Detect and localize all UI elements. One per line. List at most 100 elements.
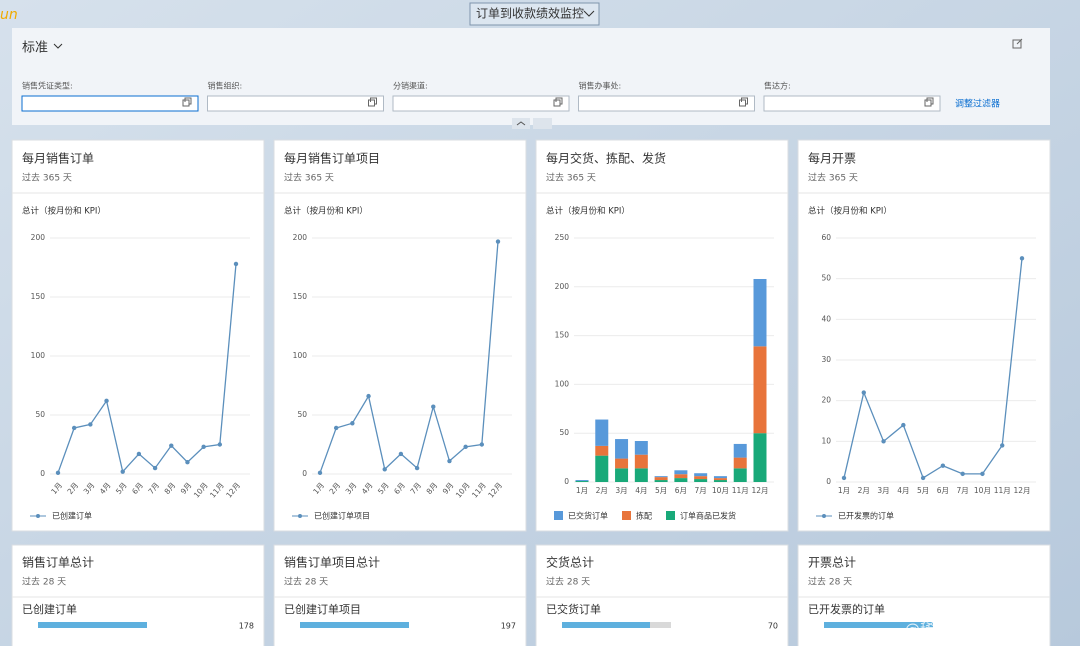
card-subtitle: 过去 365 天: [284, 172, 334, 184]
point: [136, 451, 142, 457]
x-tick-label: 6月: [675, 486, 687, 495]
point: [920, 475, 926, 481]
legend-marker: [298, 514, 302, 518]
tile-subtitle: 过去 28 天: [808, 576, 852, 588]
point: [55, 470, 61, 476]
bar-segment: [713, 478, 727, 481]
bar-segment: [634, 454, 648, 469]
point: [201, 444, 206, 450]
y-tick-label: 100: [555, 379, 570, 388]
point: [152, 465, 158, 471]
kpi-value: 70: [768, 622, 778, 631]
field-label: 售达方:: [764, 81, 791, 91]
chart-title: 总计（按月份和 KPI）: [284, 206, 368, 217]
chart-title: 总计（按月份和 KPI）: [22, 206, 106, 217]
point: [185, 460, 190, 465]
x-tick-label: 12月: [1013, 486, 1030, 495]
x-tick-label: 4月: [897, 486, 909, 495]
point: [104, 398, 109, 404]
card-title: 每月开票: [808, 151, 856, 166]
legend-marker: [36, 514, 40, 518]
point: [447, 458, 452, 464]
x-tick-label: 2月: [596, 486, 608, 495]
y-tick-label: 100: [31, 351, 46, 360]
collapse-button[interactable]: [512, 118, 530, 129]
tile-subtitle: 过去 28 天: [22, 576, 66, 588]
point: [366, 393, 371, 399]
x-tick-label: 2月: [858, 486, 870, 495]
pin-button[interactable]: [533, 118, 552, 129]
point: [317, 470, 323, 476]
card: [797, 139, 1051, 532]
input[interactable]: [207, 95, 384, 112]
input[interactable]: [21, 95, 199, 112]
share-icon[interactable]: [1012, 38, 1023, 49]
x-tick-label: 10月: [974, 486, 991, 495]
bar-segment: [733, 443, 747, 458]
tile-title: 销售订单项目总计: [284, 555, 380, 570]
x-tick-label: 4月: [635, 486, 647, 495]
point: [217, 442, 223, 447]
value-help-icon: [924, 97, 934, 107]
kpi-value: 178: [239, 622, 254, 631]
y-tick-label: 100: [293, 351, 308, 360]
y-tick-label: 50: [559, 428, 569, 437]
input[interactable]: [578, 95, 755, 112]
legend-swatch: [622, 511, 631, 520]
field-label: 分销渠道:: [393, 81, 428, 91]
field-label: 销售办事处:: [579, 81, 622, 91]
bar-segment: [575, 480, 589, 482]
y-tick-label: 50: [297, 410, 307, 419]
x-tick-label: 7月: [957, 486, 969, 495]
chart-title: 总计（按月份和 KPI）: [546, 206, 630, 217]
bar-segment: [674, 474, 688, 479]
legend-swatch: [666, 511, 675, 520]
point: [960, 471, 965, 477]
y-tick-label: 30: [821, 355, 831, 364]
point: [414, 465, 420, 471]
field-label: 销售凭证类型:: [22, 81, 73, 91]
progress-bar: [824, 622, 933, 628]
x-tick-label: 1月: [576, 486, 588, 495]
input[interactable]: [392, 95, 570, 112]
tile-title: 交货总计: [546, 555, 594, 570]
tile-subtitle: 过去 28 天: [284, 576, 328, 588]
point: [495, 239, 501, 244]
bar-segment: [694, 473, 708, 477]
tile-subtitle: 过去 28 天: [546, 576, 590, 588]
adjust-filters[interactable]: 调整过滤器: [955, 98, 1000, 110]
title-dropdown[interactable]: [469, 2, 600, 26]
x-tick-label: 5月: [917, 486, 929, 495]
point: [1019, 256, 1025, 261]
legend-swatch: [554, 511, 563, 520]
variant[interactable]: 标准: [22, 41, 48, 56]
legend-label: 已创建订单项目: [314, 511, 370, 521]
point: [940, 463, 946, 468]
chart-title: 总计（按月份和 KPI）: [808, 206, 892, 217]
kpi-label: 已创建订单: [22, 602, 77, 616]
bar-segment: [674, 470, 688, 475]
legend-label: 已创建订单: [52, 511, 92, 521]
y-tick-label: 0: [40, 469, 45, 478]
point: [169, 443, 174, 448]
point: [901, 422, 906, 428]
bar-segment: [595, 445, 609, 456]
legend-label: 已开发票的订单: [838, 511, 894, 521]
chevron: [583, 10, 595, 17]
card-title: 每月销售订单项目: [284, 151, 380, 166]
value-help-icon: [739, 97, 748, 107]
y-tick-label: 0: [302, 469, 307, 478]
point: [1000, 443, 1005, 448]
input[interactable]: [763, 95, 941, 112]
bar-segment: [615, 458, 629, 469]
bar-segment: [733, 457, 747, 469]
point: [71, 425, 77, 431]
point: [861, 390, 866, 395]
legend-label: 拣配: [636, 511, 652, 521]
point: [431, 404, 436, 409]
value-help-icon: [368, 97, 377, 107]
bar-segment: [694, 479, 708, 482]
bar-segment: [595, 419, 609, 446]
point: [120, 469, 125, 474]
